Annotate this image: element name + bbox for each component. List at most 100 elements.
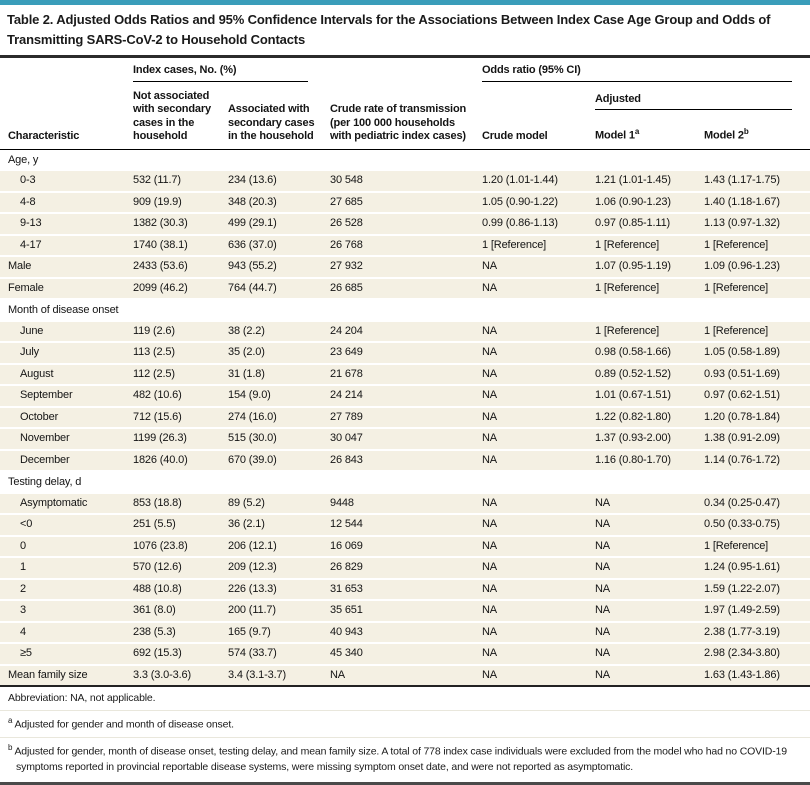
cell: 670 (39.0) (228, 449, 330, 472)
cell: 206 (12.1) (228, 535, 330, 558)
table-row: November 1199 (26.3) 515 (30.0) 30 047 NA 1.3… (0, 428, 810, 451)
footnote-b: b Adjusted for gender, month of disease o… (0, 736, 810, 779)
row-label: 0-3 (0, 171, 133, 193)
cell: 24 214 (330, 385, 482, 408)
cell: 692 (15.3) (133, 643, 228, 666)
cell: 574 (33.7) (228, 643, 330, 666)
row-label: Mean family size (0, 664, 133, 687)
cell: 226 (13.3) (228, 578, 330, 601)
table-row: ≥5 692 (15.3) 574 (33.7) 45 340 NA NA 2.98 (2.… (0, 643, 810, 666)
cell: 532 (11.7) (133, 171, 228, 193)
cell: NA (482, 621, 595, 644)
cell: NA (595, 621, 704, 644)
cell: 45 340 (330, 643, 482, 666)
cell: 0.98 (0.58-1.66) (595, 342, 704, 365)
table-header: Characteristic Index cases, No. (%) Crud… (0, 58, 810, 150)
cell: NA (482, 406, 595, 429)
cell: 36 (2.1) (228, 514, 330, 537)
cell: 1.06 (0.90-1.23) (595, 191, 704, 214)
table-row: Male 2433 (53.6) 943 (55.2) 27 932 NA 1.07 (0… (0, 256, 810, 279)
table-row: December 1826 (40.0) 670 (39.0) 26 843 NA 1.1… (0, 449, 810, 472)
cell: 89 (5.2) (228, 493, 330, 515)
cell: 112 (2.5) (133, 363, 228, 386)
cell: 1 [Reference] (704, 277, 810, 300)
model2-footnote-marker: b (743, 127, 749, 137)
col-group-odds-ratio: Odds ratio (95% CI) (482, 58, 810, 87)
footnotes: Abbreviation: NA, not applicable. a Adjus… (0, 687, 810, 779)
cell: 1.05 (0.58-1.89) (704, 342, 810, 365)
cell: NA (482, 493, 595, 515)
cell: 3.3 (3.0-3.6) (133, 664, 228, 687)
table-row: <0 251 (5.5) 36 (2.1) 12 544 NA NA 0.50 (0.33-… (0, 514, 810, 537)
cell: 165 (9.7) (228, 621, 330, 644)
footnote-a: a Adjusted for gender and month of diseas… (0, 710, 810, 737)
cell: 0.89 (0.52-1.52) (595, 363, 704, 386)
col-group-odds-ratio-label: Odds ratio (95% CI) (482, 64, 792, 82)
col-group-adjusted-label: Adjusted (595, 93, 792, 110)
table-row: 1 570 (12.6) 209 (12.3) 26 829 NA NA 1.24 (0.9… (0, 557, 810, 580)
cell: 1.13 (0.97-1.32) (704, 213, 810, 236)
cell: NA (595, 600, 704, 623)
col-header-model1: Model 1a (595, 118, 704, 150)
footnote-b-text: Adjusted for gender, month of disease on… (14, 745, 787, 773)
cell: NA (482, 643, 595, 666)
cell: 27 789 (330, 406, 482, 429)
table-row: 4-8 909 (19.9) 348 (20.3) 27 685 1.05 (0.90-… (0, 191, 810, 214)
col-header-associated: Associated with secondary cases in the h… (228, 86, 330, 150)
cell: 234 (13.6) (228, 171, 330, 193)
cell: 909 (19.9) (133, 191, 228, 214)
cell: NA (482, 277, 595, 300)
row-label: July (0, 342, 133, 365)
model1-label: Model 1 (595, 130, 635, 142)
cell: 1.09 (0.96-1.23) (704, 256, 810, 279)
row-label: Male (0, 256, 133, 279)
section-row: Testing delay, d (0, 470, 810, 494)
row-label: December (0, 449, 133, 472)
cell: 209 (12.3) (228, 557, 330, 580)
row-label: August (0, 363, 133, 386)
cell: 1.40 (1.18-1.67) (704, 191, 810, 214)
row-label: ≥5 (0, 643, 133, 666)
row-label: Female (0, 277, 133, 300)
footnote-a-text: Adjusted for gender and month of disease… (14, 718, 234, 731)
row-label: 1 (0, 557, 133, 580)
table-row: 9-13 1382 (30.3) 499 (29.1) 26 528 0.99 (0.8… (0, 213, 810, 236)
cell: NA (482, 385, 595, 408)
cell: 26 829 (330, 557, 482, 580)
cell: 943 (55.2) (228, 256, 330, 279)
footnote-a-marker: a (8, 716, 13, 726)
row-label: 4-8 (0, 191, 133, 214)
cell: 1076 (23.8) (133, 535, 228, 558)
cell: NA (595, 493, 704, 515)
model1-footnote-marker: a (634, 127, 640, 137)
table-row: 0-3 532 (11.7) 234 (13.6) 30 548 1.20 (1.01-… (0, 171, 810, 193)
cell: 1 [Reference] (704, 234, 810, 257)
cell: 712 (15.6) (133, 406, 228, 429)
section-row: Month of disease onset (0, 298, 810, 322)
section-row: Age, y (0, 149, 810, 171)
cell: NA (482, 321, 595, 343)
cell: 2.38 (1.77-3.19) (704, 621, 810, 644)
cell: NA (482, 342, 595, 365)
cell: 26 528 (330, 213, 482, 236)
cell: 0.99 (0.86-1.13) (482, 213, 595, 236)
cell: 40 943 (330, 621, 482, 644)
table-title: Table 2. Adjusted Odds Ratios and 95% Co… (7, 12, 771, 47)
col-group-index-cases: Index cases, No. (%) (133, 58, 330, 87)
cell: 38 (2.2) (228, 321, 330, 343)
cell: 12 544 (330, 514, 482, 537)
cell: 26 843 (330, 449, 482, 472)
cell: 3.4 (3.1-3.7) (228, 664, 330, 687)
cell: NA (595, 643, 704, 666)
cell: 1.05 (0.90-1.22) (482, 191, 595, 214)
cell: 21 678 (330, 363, 482, 386)
cell: 515 (30.0) (228, 428, 330, 451)
cell: NA (595, 578, 704, 601)
col-header-not-associated: Not associated with secondary cases in t… (133, 86, 228, 150)
cell: 1.16 (0.80-1.70) (595, 449, 704, 472)
cell: 1.20 (1.01-1.44) (482, 171, 595, 193)
cell: NA (482, 535, 595, 558)
table-row: 0 1076 (23.8) 206 (12.1) 16 069 NA NA 1 [Refer… (0, 535, 810, 558)
row-label: September (0, 385, 133, 408)
